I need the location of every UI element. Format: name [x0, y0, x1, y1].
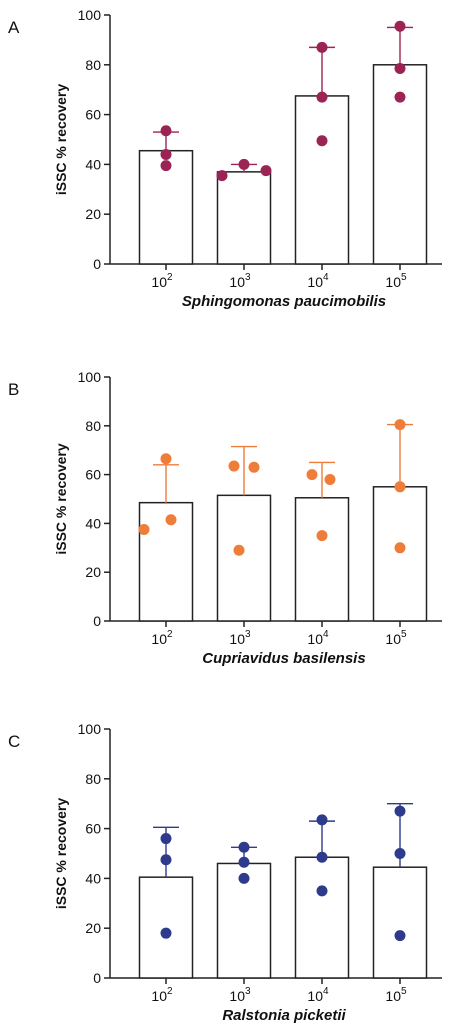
- bar: [294, 95, 350, 265]
- bar: [372, 866, 428, 979]
- data-point: [160, 125, 172, 137]
- x-axis-title: Cupriavidus basilensis: [202, 650, 365, 667]
- x-tick-label: 105: [385, 272, 407, 290]
- y-tick-label: 100: [78, 369, 102, 385]
- x-tick-label: 104: [307, 986, 329, 1004]
- data-point: [238, 872, 250, 884]
- y-tick-label: 60: [85, 821, 101, 837]
- data-point: [238, 856, 250, 868]
- y-tick-label: 40: [85, 156, 101, 172]
- chart-panel-c: C 0 20 40 60 80 100 iSSC % recovery 102 103 104 105…: [8, 721, 442, 1024]
- data-point: [228, 460, 240, 472]
- x-tick-label: 102: [151, 272, 173, 290]
- y-tick-label: 80: [85, 418, 101, 434]
- data-point: [394, 542, 406, 554]
- x-axis-title: Ralstonia picketii: [222, 1007, 346, 1024]
- data-point: [216, 170, 228, 182]
- y-tick-label: 20: [85, 206, 101, 222]
- x-tick-label: 104: [307, 272, 329, 290]
- data-point: [394, 481, 406, 493]
- x-tick-label: 102: [151, 986, 173, 1004]
- data-point: [248, 461, 260, 473]
- y-tick-label: 60: [85, 107, 101, 123]
- y-axis-label: iSSC % recovery: [53, 798, 69, 909]
- y-tick-label: 20: [85, 920, 101, 936]
- data-point: [316, 885, 328, 897]
- chart-panel-a: A 0 20 40 60 80 100 iSSC % recovery 102 103 104 105…: [8, 7, 442, 310]
- chart-panel-b: B 0 20 40 60 80 100 iSSC % recovery 102 103 104 105…: [8, 369, 442, 667]
- bar: [294, 856, 350, 979]
- data-point: [394, 805, 406, 817]
- data-point: [160, 160, 172, 172]
- y-tick-label: 0: [93, 970, 101, 986]
- data-point: [160, 453, 172, 465]
- y-tick-label: 40: [85, 515, 101, 531]
- x-tick-label: 103: [229, 986, 251, 1004]
- y-tick-label: 40: [85, 870, 101, 886]
- data-point: [316, 851, 328, 863]
- y-tick-label: 0: [93, 256, 101, 272]
- y-tick-label: 20: [85, 564, 101, 580]
- data-point: [316, 41, 328, 53]
- data-point: [394, 91, 406, 103]
- x-tick-label: 105: [385, 986, 407, 1004]
- y-tick-label: 100: [78, 721, 102, 737]
- y-tick-label: 80: [85, 771, 101, 787]
- data-point: [324, 473, 336, 485]
- data-point: [233, 544, 245, 556]
- data-point: [238, 158, 250, 170]
- data-point: [160, 148, 172, 160]
- x-tick-label: 104: [307, 629, 329, 647]
- panel-label: C: [8, 732, 20, 751]
- data-point: [316, 814, 328, 826]
- bar: [216, 171, 272, 265]
- x-axis-title: Sphingomonas paucimobilis: [182, 293, 386, 310]
- data-point: [306, 469, 318, 481]
- x-tick-label: 102: [151, 629, 173, 647]
- bar: [294, 497, 350, 622]
- data-point: [238, 841, 250, 853]
- data-point: [394, 930, 406, 942]
- data-point: [160, 854, 172, 866]
- y-tick-label: 0: [93, 613, 101, 629]
- x-tick-label: 105: [385, 629, 407, 647]
- bar: [216, 494, 272, 622]
- y-tick-label: 60: [85, 467, 101, 483]
- data-point: [394, 419, 406, 431]
- y-axis-label: iSSC % recovery: [53, 84, 69, 195]
- data-point: [160, 927, 172, 939]
- data-point: [138, 524, 150, 535]
- y-tick-label: 80: [85, 57, 101, 73]
- panel-label: B: [8, 380, 19, 399]
- data-point: [260, 165, 272, 177]
- bar: [372, 486, 428, 622]
- data-point: [316, 91, 328, 103]
- data-point: [394, 63, 406, 75]
- bar: [138, 876, 194, 979]
- y-tick-label: 100: [78, 7, 102, 23]
- x-tick-label: 103: [229, 629, 251, 647]
- y-axis-label: iSSC % recovery: [53, 443, 69, 554]
- data-point: [394, 848, 406, 859]
- panel-label: A: [8, 18, 20, 37]
- data-point: [165, 514, 177, 526]
- data-point: [160, 833, 172, 845]
- x-tick-label: 103: [229, 272, 251, 290]
- data-point: [316, 135, 328, 147]
- data-point: [316, 530, 328, 542]
- data-point: [394, 20, 406, 32]
